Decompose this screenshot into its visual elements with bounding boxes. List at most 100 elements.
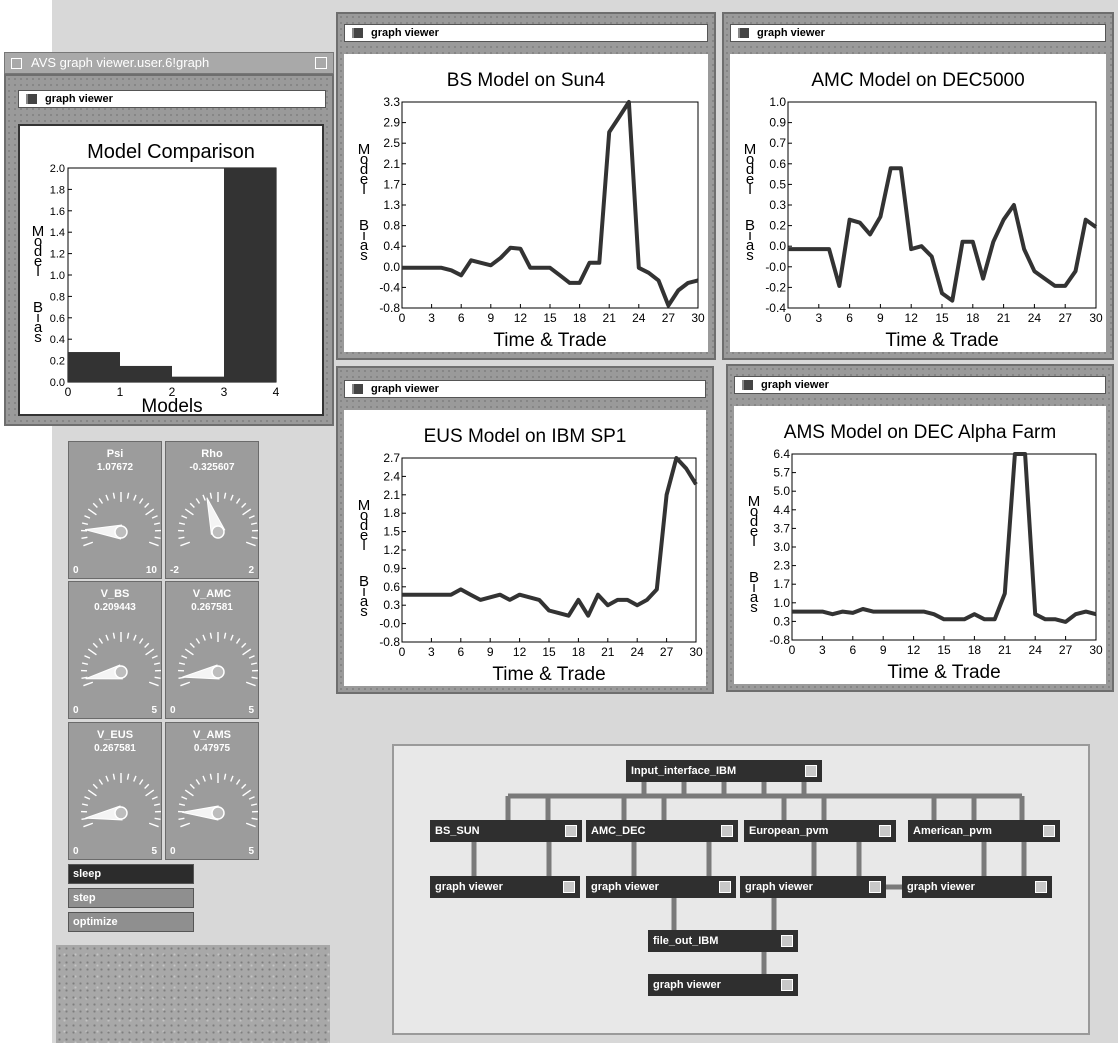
dial-tick (178, 522, 186, 526)
window-titlebar[interactable]: AVS graph viewer.user.6!graph (4, 52, 334, 74)
y-axis-label-letter: i (752, 579, 755, 596)
module-label: graph viewer (907, 881, 975, 893)
y-axis-label-letter: e (360, 527, 368, 544)
dial-tick (180, 681, 191, 687)
line-chart-area: EUS Model on IBM SP1 2.7 2.4 2.1 1.8 1.5 1.2 0.… (344, 410, 706, 686)
graph-viewer-label[interactable]: graph viewer (730, 24, 1106, 42)
module-graph-viewer[interactable]: graph viewer (430, 876, 580, 898)
dial-scale (80, 773, 162, 828)
dial-tick (230, 494, 234, 501)
graph-viewer-label[interactable]: graph viewer (734, 376, 1106, 394)
x-tick-label: 3 (819, 643, 826, 657)
y-tick-label: 1.7 (383, 177, 400, 191)
x-tick-label: 0 (65, 385, 72, 399)
dial-tick (235, 638, 241, 644)
bar (120, 365, 172, 382)
module-port-icon[interactable] (563, 881, 575, 893)
module-port-icon[interactable] (869, 881, 881, 893)
window-menu-icon[interactable] (11, 58, 22, 69)
dial-tick (245, 541, 256, 547)
x-tick-label: 18 (968, 643, 982, 657)
y-tick-label: 1.0 (50, 270, 65, 282)
module-port-icon[interactable] (721, 825, 733, 837)
dial-gauge[interactable] (69, 616, 163, 716)
y-tick-label: 0.0 (769, 239, 786, 253)
dial-gauge[interactable] (69, 476, 163, 576)
y-tick-label: 2.7 (383, 451, 400, 465)
x-tick-label: 12 (905, 311, 919, 325)
module-file-out-ibm[interactable]: file_out_IBM (648, 930, 798, 952)
graph-viewer-label[interactable]: graph viewer (18, 90, 326, 108)
module-port-icon[interactable] (805, 765, 817, 777)
dial-gauge[interactable] (166, 616, 260, 716)
maximize-icon[interactable] (315, 57, 327, 69)
dial-rho[interactable]: Rho -0.325607 -2 2 (165, 441, 259, 579)
slider-knob-icon (352, 28, 363, 38)
graph-viewer-label[interactable]: graph viewer (344, 24, 708, 42)
series-line (402, 456, 698, 618)
dial-psi[interactable]: Psi 1.07672 0 10 (68, 441, 162, 579)
dial-gauge[interactable] (69, 757, 163, 857)
module-port-icon[interactable] (1035, 881, 1047, 893)
module-graph-viewer[interactable]: graph viewer (648, 974, 798, 996)
dial-tick (209, 492, 213, 499)
dial-v-ams[interactable]: V_AMS 0.47975 0 5 (165, 722, 259, 860)
dial-min: 0 (73, 565, 79, 576)
module-bs-sun[interactable]: BS_SUN (430, 820, 582, 842)
line-chart-area: BS Model on Sun4 3.3 2.9 2.5 2.1 1.7 1.3 0.8 0.4… (344, 54, 708, 352)
dial-tick (138, 779, 144, 785)
dial-value: 0.47975 (193, 743, 231, 754)
dial-v-bs[interactable]: V_BS 0.209443 0 5 (68, 581, 162, 719)
optimize-button[interactable]: optimize (68, 912, 194, 932)
dial-name: V_AMC (192, 588, 232, 600)
y-axis-label-letter: e (34, 253, 42, 270)
x-tick-label: 15 (543, 311, 557, 325)
y-axis-label-letter: B (749, 569, 759, 586)
x-axis-label: Time & Trade (887, 662, 1000, 683)
x-axis-label: Time & Trade (885, 330, 998, 351)
module-label: BS_SUN (435, 825, 480, 837)
dial-tick (112, 632, 116, 639)
dial-v-eus[interactable]: V_EUS 0.267581 0 5 (68, 722, 162, 860)
module-graph-viewer[interactable]: graph viewer (902, 876, 1052, 898)
step-button[interactable]: step (68, 888, 194, 908)
dial-tick (181, 796, 188, 800)
module-port-icon[interactable] (781, 979, 793, 991)
dial-min: 0 (73, 846, 79, 857)
module-graph-viewer[interactable]: graph viewer (586, 876, 736, 898)
x-tick-label: 0 (789, 643, 796, 657)
module-port-icon[interactable] (565, 825, 577, 837)
dial-max: 2 (248, 565, 254, 576)
module-american-pvm[interactable]: American_pvm (908, 820, 1060, 842)
module-port-icon[interactable] (879, 825, 891, 837)
y-axis-label-letter: d (750, 513, 758, 530)
module-port-icon[interactable] (781, 935, 793, 947)
dial-gauge[interactable] (166, 757, 260, 857)
module-input-interface[interactable]: Input_interface_IBM (626, 760, 822, 782)
y-axis-label-letter: s (360, 247, 368, 264)
graph-viewer-text: graph viewer (371, 383, 439, 395)
x-axis-label: Time & Trade (492, 664, 605, 685)
module-amc-dec[interactable]: AMC_DEC (586, 820, 738, 842)
y-tick-label: 1.7 (773, 577, 790, 591)
series-line (402, 100, 699, 308)
dial-tick (250, 803, 258, 807)
sleep-button[interactable]: sleep (68, 864, 194, 884)
graph-viewer-label[interactable]: graph viewer (344, 380, 706, 398)
module-label: American_pvm (913, 825, 992, 837)
x-tick-label: 18 (966, 311, 980, 325)
dial-v-amc[interactable]: V_AMC 0.267581 0 5 (165, 581, 259, 719)
dial-tick (180, 822, 191, 828)
dial-gauge[interactable] (166, 476, 260, 576)
dial-hub (211, 525, 225, 539)
module-port-icon[interactable] (719, 881, 731, 893)
y-tick-label: -0.8 (769, 633, 790, 647)
y-axis-label-letter: l (36, 263, 39, 280)
y-axis-label-letter: l (748, 181, 751, 198)
module-graph-viewer[interactable]: graph viewer (740, 876, 886, 898)
x-tick-label: 12 (907, 643, 921, 657)
y-axis-label-letter: a (34, 319, 43, 336)
module-european-pvm[interactable]: European_pvm (744, 820, 896, 842)
y-axis-label-letter: a (360, 593, 369, 610)
module-port-icon[interactable] (1043, 825, 1055, 837)
